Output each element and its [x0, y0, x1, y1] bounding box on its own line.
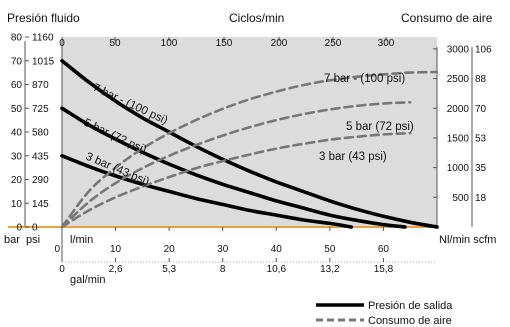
psi-tick-label: 290: [32, 175, 49, 186]
air-annot-3bar: 3 bar (43 psi): [319, 151, 387, 163]
lmin-tick-label: 10: [110, 244, 122, 255]
gal-tick-label: 13,2: [320, 264, 340, 275]
top-tick-label: 250: [325, 38, 342, 49]
gal-tick-label: 8: [220, 264, 226, 275]
right-header: Consumo de aire: [401, 11, 493, 25]
nlmin-tick-label: 2000: [447, 104, 470, 115]
psi-tick-label: 725: [32, 104, 49, 115]
unit-nlmin-scfm: Nl/min scfm: [439, 234, 496, 246]
bar-tick-label: 10: [11, 199, 23, 210]
nlmin-tick-label: 2500: [447, 74, 470, 85]
air-annot-7bar: 7 bar - (100 psi): [324, 73, 405, 85]
top-tick-label: 100: [161, 38, 178, 49]
psi-tick-label: 870: [32, 80, 49, 91]
unit-psi: psi: [26, 234, 40, 246]
bar-tick-label: 30: [11, 151, 23, 162]
gal-tick-label: 5,3: [162, 264, 176, 275]
left-header: Presión fluido: [7, 11, 80, 25]
top-tick-label: 200: [271, 38, 288, 49]
nlmin-tick-label: 1500: [447, 133, 470, 144]
lmin-tick-label: 60: [378, 244, 390, 255]
unit-galmin: gal/min: [70, 274, 105, 286]
scfm-tick-label: 18: [475, 193, 487, 204]
psi-tick-label: 1015: [32, 56, 55, 67]
bar-tick-label: 70: [11, 56, 23, 67]
nlmin-tick-label: 500: [452, 193, 469, 204]
legend-dashed-label: Consumo de aire: [368, 315, 452, 327]
psi-tick-label: 580: [32, 128, 49, 139]
top-tick-label: 150: [216, 38, 233, 49]
air-line-5: [60, 131, 412, 229]
gal-tick-label: 15,8: [374, 264, 394, 275]
bar-tick-label: 50: [11, 104, 23, 115]
legend-solid-label: Presión de salida: [368, 300, 453, 312]
lmin-tick-label: 30: [217, 244, 229, 255]
gal-tick-label: 0: [59, 264, 65, 275]
gal-tick-label: 10,6: [267, 264, 287, 275]
plot-area: [62, 37, 437, 227]
lmin-tick-label: 40: [271, 244, 283, 255]
bar-tick-label: 60: [11, 80, 23, 91]
bar-tick-label: 0: [16, 223, 22, 234]
top-header: Ciclos/min: [229, 11, 284, 25]
gal-tick-label: 2,6: [109, 264, 123, 275]
air-line-3: [60, 70, 439, 229]
nlmin-tick-label: 3000: [447, 44, 470, 55]
bar-tick-label: 20: [11, 175, 23, 186]
unit-bar: bar: [4, 234, 20, 246]
bar-tick-label: 80: [11, 33, 23, 44]
lmin-zero-label: 0: [54, 244, 60, 255]
psi-tick-label: 0: [32, 223, 38, 234]
bar-tick-label: 40: [11, 128, 23, 139]
top-tick-label: 300: [378, 38, 395, 49]
psi-tick-label: 145: [32, 199, 49, 210]
lmin-tick-label: 20: [164, 244, 176, 255]
pressure-line-2: [60, 154, 354, 229]
series-group: [60, 59, 439, 229]
scfm-tick-label: 70: [475, 104, 487, 115]
pressure-line-1: [60, 106, 407, 229]
nlmin-tick-label: 1000: [447, 163, 470, 174]
psi-tick-label: 435: [32, 151, 49, 162]
air-line-4: [60, 101, 412, 229]
top-tick-label: 0: [59, 38, 65, 49]
psi-tick-label: 1160: [32, 33, 54, 44]
unit-lmin: l/min: [70, 234, 93, 246]
lmin-tick-label: 50: [324, 244, 336, 255]
air-annot-5bar: 5 bar (72 psi): [346, 121, 414, 133]
scfm-tick-label: 35: [475, 163, 487, 174]
pressure-line-0: [60, 59, 439, 229]
scfm-tick-label: 53: [475, 133, 487, 144]
scfm-tick-label: 88: [475, 74, 487, 85]
scfm-tick-label: 106: [475, 44, 492, 55]
top-tick-label: 50: [109, 38, 121, 49]
axes: [8, 41, 473, 263]
